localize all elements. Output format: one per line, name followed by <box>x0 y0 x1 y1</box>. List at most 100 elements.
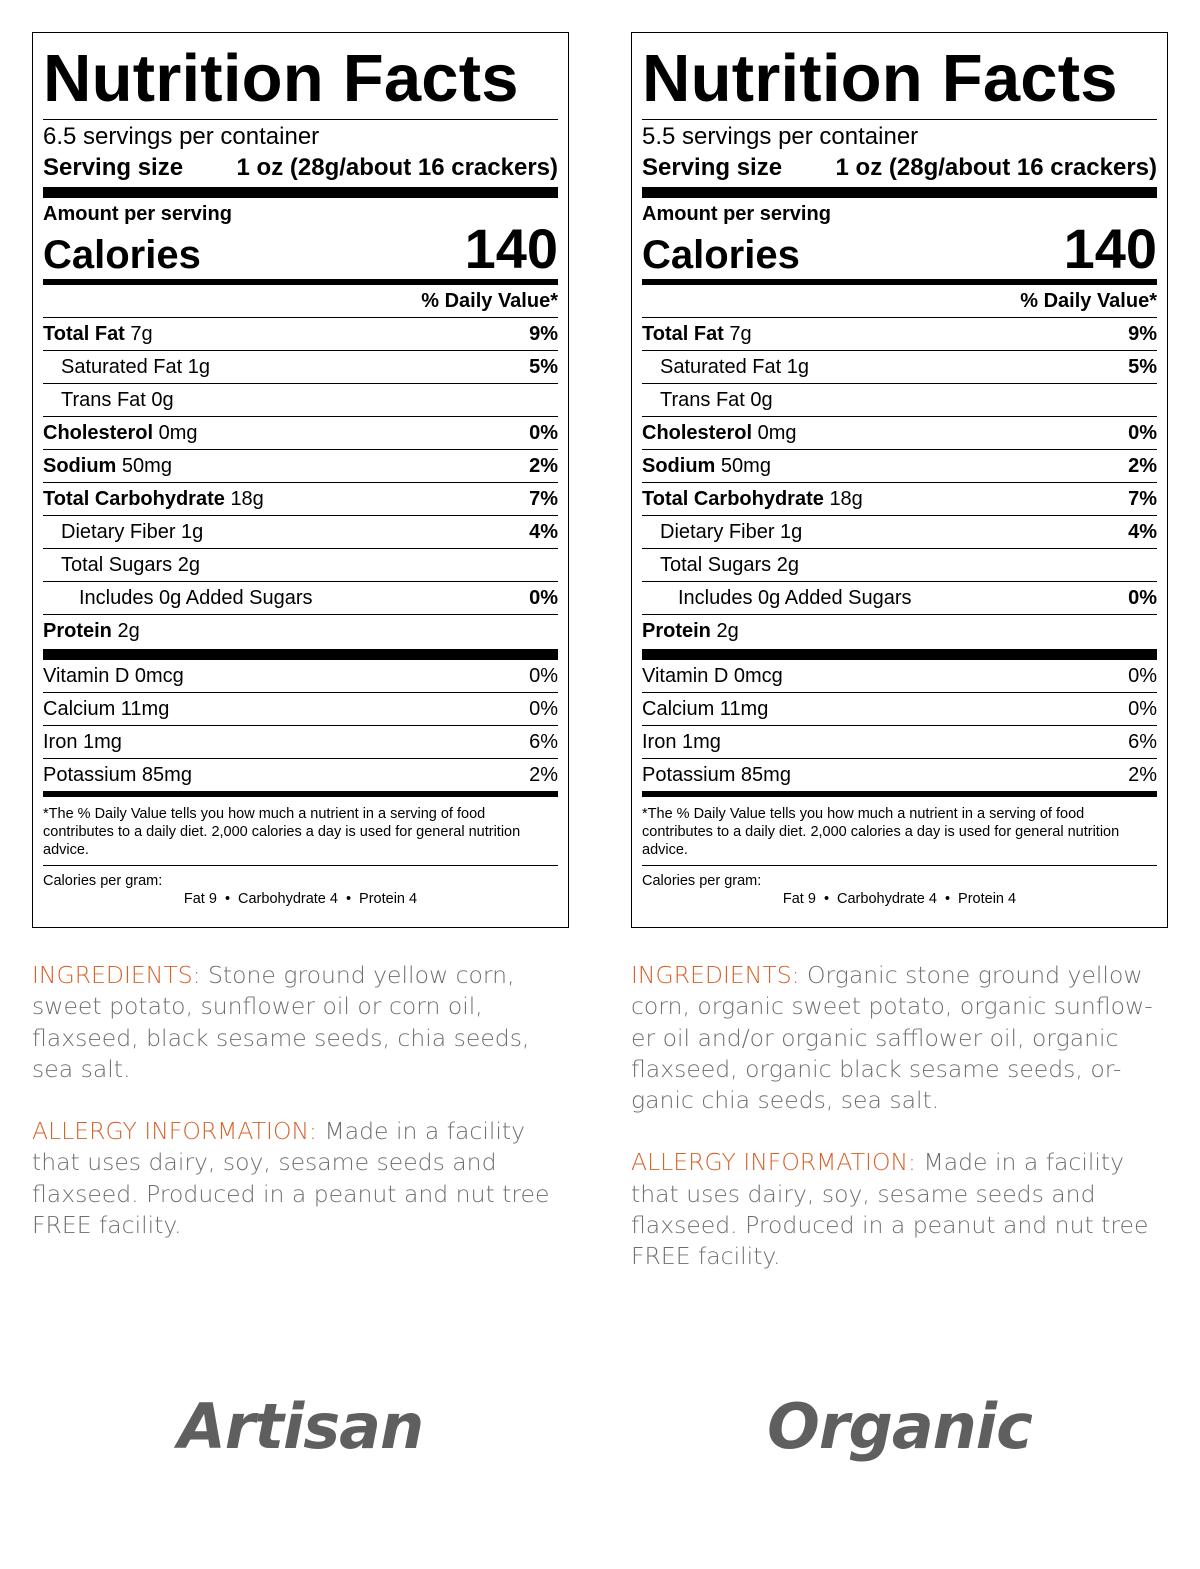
calories-per-gram-label: Calories per gram: <box>642 873 762 889</box>
nutrient-row-protein: Protein 2g <box>642 614 1157 647</box>
calories-per-gram-values: Fat 9 • Carbohydrate 4 • Protein 4 <box>43 890 558 908</box>
serving-size-label: Serving size <box>43 154 184 181</box>
allergy-line: flaxseed. Produced in a peanut and nut t… <box>32 1179 550 1208</box>
footnote-line: contributes to a daily diet. 2,000 calor… <box>642 824 1120 840</box>
calories-per-gram-label: Calories per gram: <box>43 873 163 889</box>
daily-value-header: % Daily Value* <box>421 290 558 312</box>
nutrition-facts-title: Nutrition Facts <box>43 41 519 116</box>
nutrient-row-sodium: Sodium 50mg 2% <box>642 449 1157 482</box>
nutrient-name: Cholesterol <box>642 421 753 444</box>
vitamin-row: Iron 1mg 6% <box>642 725 1157 758</box>
vitamin-row: Potassium 85mg 2% <box>43 758 558 791</box>
ingredients-label: INGREDIENTS: <box>631 961 800 989</box>
nutrient-name: Total Carbohydrate <box>642 487 824 510</box>
cpg-fat: Fat 9 <box>782 891 816 907</box>
nutrient-dv: 2% <box>1128 454 1157 477</box>
nutrient-dv: 0% <box>529 586 558 609</box>
nutrient-name: Protein <box>43 619 112 642</box>
nutrient-row-added-sugars: Includes 0g Added Sugars 0% <box>43 581 558 614</box>
brand-name-organic: Organic <box>767 1390 1033 1463</box>
nutrient-dv: 9% <box>1128 322 1157 345</box>
allergy-line: Made in a facility <box>316 1117 526 1146</box>
vitamin-name: Vitamin D 0mcg <box>642 664 783 687</box>
nutrient-amount: 18g <box>230 487 264 510</box>
ingredients-line: flaxseed, organic black sesame seeds, or… <box>631 1054 1122 1083</box>
nutrient-amount: 0mg <box>757 421 797 444</box>
nutrient-row-added-sugars: Includes 0g Added Sugars 0% <box>642 581 1157 614</box>
allergy-line: FREE facility. <box>631 1242 781 1271</box>
nutrient-dv: 9% <box>529 322 558 345</box>
vitamin-name: Potassium 85mg <box>642 763 791 786</box>
cpg-carbohydrate: Carbohydrate 4 <box>837 891 937 907</box>
serving-size: Serving size 1 oz (28g/about 16 crackers… <box>642 153 1157 183</box>
vitamin-dv: 0% <box>1128 664 1157 687</box>
allergy-paragraph: ALLERGY INFORMATION: Made in a facility … <box>32 1116 569 1241</box>
nutrient-dv: 5% <box>1128 355 1157 378</box>
vitamin-row: Iron 1mg 6% <box>43 725 558 758</box>
nutrient-row-total-carbohydrate: Total Carbohydrate 18g 7% <box>642 482 1157 515</box>
nutrient-dv: 4% <box>1128 520 1157 543</box>
vitamin-dv: 2% <box>529 763 558 786</box>
nutrient-row-trans-fat: Trans Fat 0g <box>642 383 1157 416</box>
nutrient-name: Includes 0g Added Sugars <box>79 586 313 609</box>
daily-value-header: % Daily Value* <box>1020 290 1157 312</box>
calories-per-gram-values: Fat 9 • Carbohydrate 4 • Protein 4 <box>642 890 1157 908</box>
nutrient-name: Total Fat <box>43 322 125 345</box>
footnote-line: contributes to a daily diet. 2,000 calor… <box>43 824 521 840</box>
nutrient-name: Total Sugars 2g <box>660 553 799 576</box>
daily-value-footnote: *The % Daily Value tells you how much a … <box>43 805 558 865</box>
nutrient-name: Includes 0g Added Sugars <box>678 586 912 609</box>
nutrient-amount: 2g <box>716 619 739 642</box>
nutrient-amount: 7g <box>729 322 752 345</box>
nutrient-name: Dietary Fiber 1g <box>660 520 803 543</box>
bullet-separator: • <box>345 891 352 907</box>
footnote-line: advice. <box>43 842 89 858</box>
nutrient-name: Protein <box>642 619 711 642</box>
ingredients-line: corn, organic sweet potato, organic sunf… <box>631 992 1153 1021</box>
nutrient-amount: 0mg <box>158 421 198 444</box>
nutrient-amount: 7g <box>130 322 153 345</box>
amount-per-serving: Amount per serving <box>43 203 232 225</box>
calories-label: Calories <box>642 233 800 277</box>
vitamin-row: Calcium 11mg 0% <box>642 692 1157 725</box>
nutrient-name: Total Sugars 2g <box>61 553 200 576</box>
calories-value: 140 <box>1063 217 1157 280</box>
product-column-organic: Nutrition Facts 5.5 servings per contain… <box>631 32 1168 1273</box>
nutrient-row-dietary-fiber: Dietary Fiber 1g 4% <box>642 515 1157 548</box>
nutrient-list: Total Fat 7g 9% Saturated Fat 1g 5% Tran… <box>642 317 1157 647</box>
nutrient-dv: 0% <box>1128 586 1157 609</box>
nutrient-row-cholesterol: Cholesterol 0mg 0% <box>43 416 558 449</box>
nutrient-dv: 4% <box>529 520 558 543</box>
calories-value: 140 <box>464 217 558 280</box>
ingredients-line: flaxseed, black sesame seeds, chia seeds… <box>32 1023 530 1052</box>
vitamin-list: Vitamin D 0mcg 0% Calcium 11mg 0% Iron 1… <box>43 660 558 791</box>
nutrient-row-sodium: Sodium 50mg 2% <box>43 449 558 482</box>
ingredients-line: er oil and/or organic safflower oil, org… <box>631 1023 1119 1052</box>
nutrient-amount: 50mg <box>121 454 172 477</box>
nutrient-name: Dietary Fiber 1g <box>61 520 204 543</box>
nutrient-amount: 2g <box>117 619 140 642</box>
vitamin-name: Potassium 85mg <box>43 763 192 786</box>
nutrient-name: Sodium <box>43 454 117 477</box>
ingredients-line: sea salt. <box>32 1054 131 1083</box>
ingredients-paragraph: INGREDIENTS: Stone ground yellow corn, s… <box>32 960 569 1085</box>
nutrient-name: Total Carbohydrate <box>43 487 225 510</box>
nutrient-dv: 0% <box>1128 421 1157 444</box>
calories-row: Calories 140 <box>642 221 1157 277</box>
nutrient-row-total-fat: Total Fat 7g 9% <box>642 317 1157 350</box>
daily-value-footnote: *The % Daily Value tells you how much a … <box>642 805 1157 865</box>
cpg-carbohydrate: Carbohydrate 4 <box>238 891 338 907</box>
vitamin-list: Vitamin D 0mcg 0% Calcium 11mg 0% Iron 1… <box>642 660 1157 791</box>
nutrient-dv: 7% <box>529 487 558 510</box>
nutrient-name: Saturated Fat 1g <box>61 355 210 378</box>
nutrient-name: Trans Fat 0g <box>61 388 174 411</box>
vitamin-name: Calcium 11mg <box>642 697 769 720</box>
amount-per-serving: Amount per serving <box>642 203 831 225</box>
vitamin-dv: 6% <box>1128 730 1157 753</box>
nutrient-row-saturated-fat: Saturated Fat 1g 5% <box>43 350 558 383</box>
nutrient-dv: 5% <box>529 355 558 378</box>
ingredients-paragraph: INGREDIENTS: Organic stone ground yellow… <box>631 960 1168 1116</box>
cpg-fat: Fat 9 <box>183 891 217 907</box>
bullet-separator: • <box>224 891 231 907</box>
vitamin-name: Iron 1mg <box>642 730 721 753</box>
